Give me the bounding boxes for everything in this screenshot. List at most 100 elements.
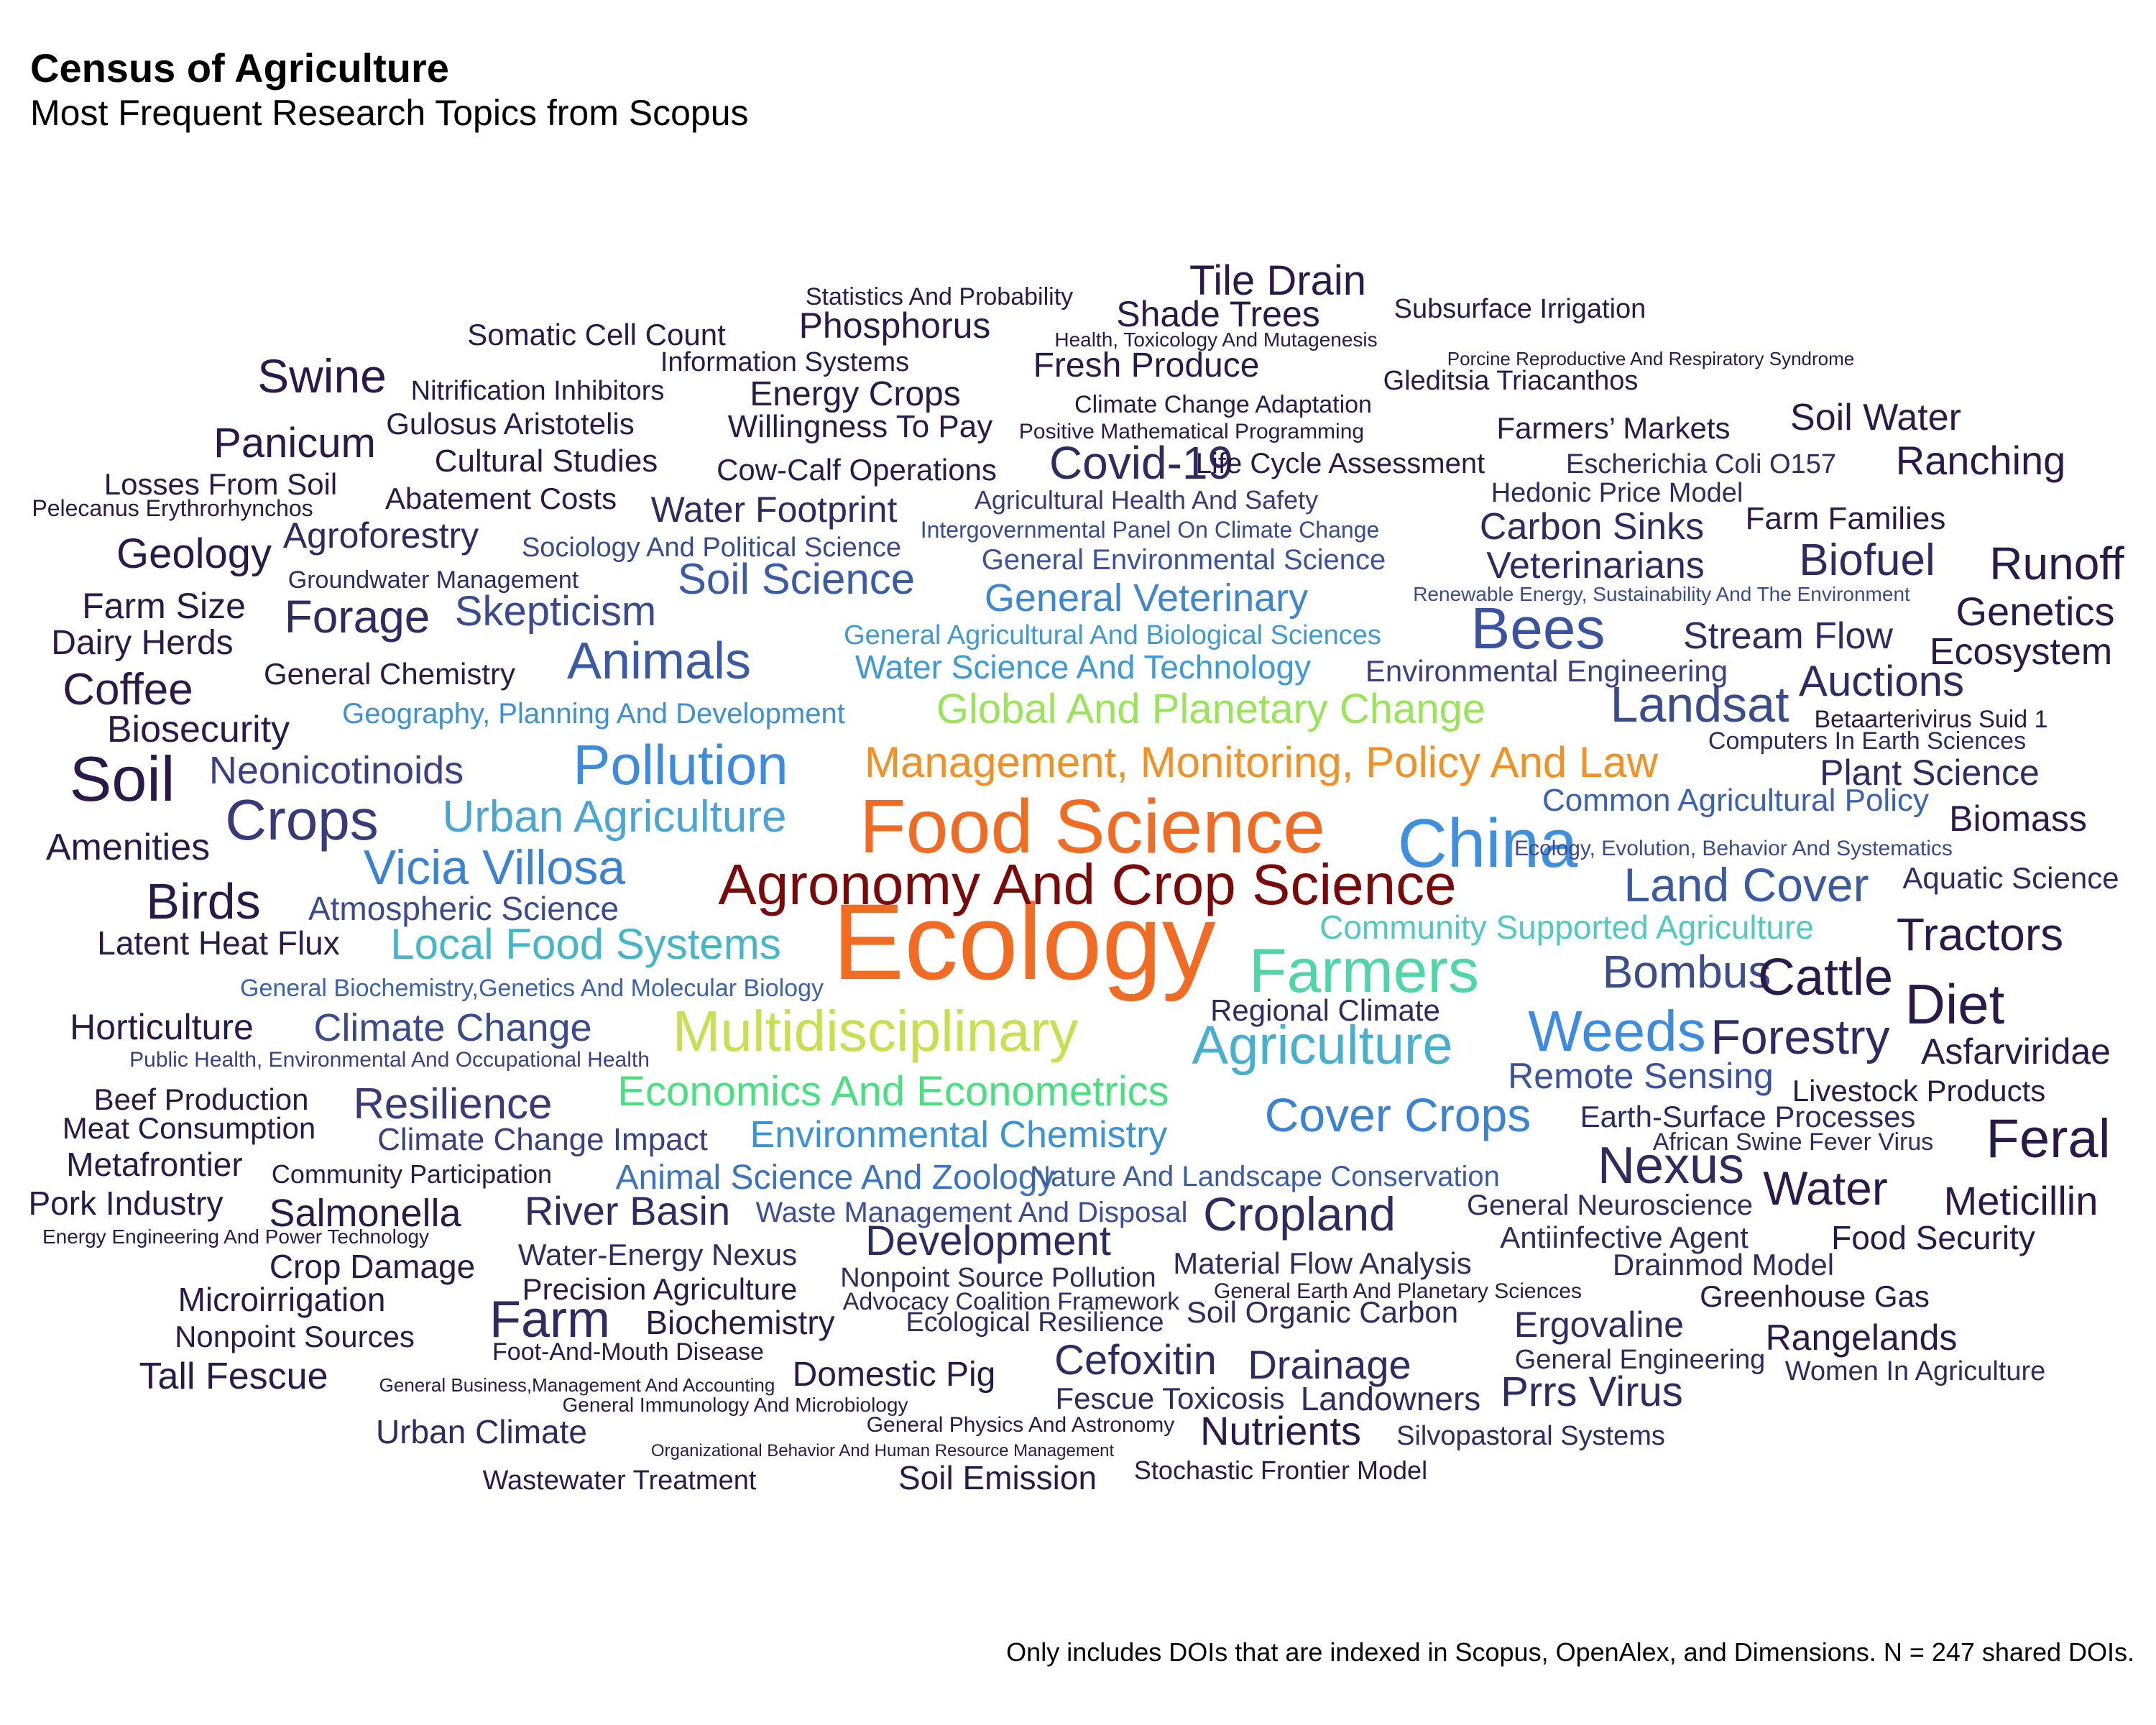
cloud-word: Water-Energy Nexus — [518, 1238, 797, 1271]
cloud-word: Nitrification Inhibitors — [411, 376, 665, 406]
cloud-word: Aquatic Science — [1902, 861, 2119, 895]
cloud-word: Crops — [225, 788, 378, 852]
cloud-word: Birds — [146, 873, 260, 929]
cloud-word: Bees — [1471, 596, 1606, 661]
cloud-word: Material Flow Analysis — [1173, 1246, 1471, 1280]
cloud-word: Plant Science — [1820, 753, 2040, 793]
cloud-word: Foot-And-Mouth Disease — [492, 1338, 764, 1366]
cloud-word: Sociology And Political Science — [522, 533, 901, 563]
cloud-word: Multidisciplinary — [673, 999, 1079, 1063]
cloud-word: Climate Change — [313, 1006, 591, 1049]
cloud-word: Phosphorus — [799, 305, 991, 346]
cloud-word: Information Systems — [660, 347, 909, 377]
cloud-word: Farmers’ Markets — [1496, 411, 1730, 445]
cloud-word: Animals — [567, 632, 751, 690]
cloud-word: Vicia Villosa — [364, 840, 625, 895]
cloud-word: Farm Families — [1746, 501, 1946, 536]
cloud-word: Ecology, Evolution, Behavior And Systema… — [1514, 837, 1953, 860]
cloud-word: Stream Flow — [1683, 615, 1893, 657]
cloud-word: Latent Heat Flux — [97, 924, 340, 962]
cloud-word: Farm Size — [82, 586, 246, 626]
cloud-word: Panicum — [213, 420, 376, 466]
cloud-word: Statistics And Probability — [806, 283, 1073, 310]
cloud-word: Coffee — [63, 665, 193, 714]
cloud-word: Genetics — [1956, 589, 2115, 634]
cloud-word: Fresh Produce — [1033, 346, 1260, 385]
cloud-word: Asfarviridae — [1921, 1031, 2111, 1072]
cloud-word: Agriculture — [1192, 1015, 1452, 1076]
cloud-word: Gleditsia Triacanthos — [1383, 366, 1639, 396]
cloud-word: Groundwater Management — [288, 566, 579, 594]
cloud-word: Fescue Toxicosis — [1055, 1381, 1284, 1415]
cloud-word: Community Participation — [272, 1159, 552, 1189]
cloud-word: Swine — [257, 349, 387, 402]
cloud-word: Farmers — [1249, 937, 1479, 1006]
cloud-word: General Business,Management And Accounti… — [379, 1374, 775, 1396]
cloud-word: Meticillin — [1944, 1178, 2099, 1223]
cloud-word: Land Cover — [1623, 858, 1869, 911]
cloud-word: Economics And Econometrics — [617, 1068, 1169, 1115]
cloud-word: Precision Agriculture — [522, 1272, 798, 1306]
chart-title: Census of Agriculture — [30, 45, 449, 91]
cloud-word: Public Health, Environmental And Occupat… — [129, 1048, 650, 1072]
cloud-word: Water Footprint — [651, 489, 898, 530]
cloud-word: Soil — [70, 743, 175, 814]
cloud-word: Cattle — [1758, 949, 1893, 1006]
cloud-word: Feral — [1986, 1108, 2110, 1169]
cloud-word: Wastewater Treatment — [483, 1466, 757, 1496]
cloud-word: Regional Climate — [1210, 993, 1440, 1027]
cloud-word: Soil Science — [678, 555, 915, 603]
cloud-word: China — [1398, 805, 1578, 882]
cloud-word: Nexus — [1598, 1137, 1744, 1195]
cloud-word: General Immunology And Microbiology — [563, 1394, 908, 1416]
cloud-word: Porcine Reproductive And Respiratory Syn… — [1447, 348, 1855, 369]
cloud-word: Positive Mathematical Programming — [1019, 420, 1364, 443]
cloud-word: Dairy Herds — [51, 624, 233, 662]
cloud-word: Geography, Planning And Development — [342, 698, 845, 730]
cloud-word: Water Science And Technology — [855, 648, 1311, 686]
cloud-word: Agroforestry — [283, 515, 479, 556]
cloud-word: Biofuel — [1799, 535, 1935, 585]
cloud-word: Organizational Behavior And Human Resour… — [651, 1441, 1115, 1460]
cloud-word: Climate Change Impact — [377, 1122, 708, 1157]
cloud-word: Advocacy Coalition Framework — [843, 1288, 1181, 1315]
cloud-word: Hedonic Price Model — [1491, 478, 1743, 508]
cloud-word: Earth-Surface Processes — [1580, 1100, 1916, 1133]
cloud-word: Urban Agriculture — [442, 792, 786, 842]
cloud-word: Pollution — [573, 733, 788, 796]
cloud-word: Tractors — [1897, 908, 2063, 960]
cloud-word: Greenhouse Gas — [1700, 1279, 1930, 1313]
cloud-word: African Swine Fever Virus — [1653, 1128, 1934, 1156]
cloud-word: Gulosus Aristotelis — [386, 407, 634, 441]
cloud-word: Farm — [489, 1291, 610, 1348]
cloud-word: Ecology — [832, 881, 1216, 1002]
cloud-word: Runoff — [1989, 538, 2124, 589]
cloud-word: Community Supported Agriculture — [1319, 908, 1814, 946]
cloud-word: Pork Industry — [29, 1184, 224, 1222]
cloud-word: Drainage — [1248, 1342, 1411, 1387]
cloud-word: Stochastic Frontier Model — [1134, 1455, 1427, 1485]
cloud-word: Cow-Calf Operations — [717, 453, 997, 487]
cloud-word: Domestic Pig — [793, 1356, 996, 1394]
cloud-word: Nature And Landscape Conservation — [1030, 1161, 1500, 1192]
cloud-word: Silvopastoral Systems — [1396, 1421, 1665, 1451]
cloud-word: Animal Science And Zoology — [615, 1159, 1054, 1197]
cloud-word: Geology — [116, 530, 272, 577]
cloud-word: Somatic Cell Count — [467, 318, 726, 351]
cloud-word: Weeds — [1528, 999, 1706, 1063]
cloud-word: Intergovernmental Panel On Climate Chang… — [921, 517, 1380, 543]
cloud-word: Common Agricultural Policy — [1542, 783, 1929, 818]
cloud-word: Cultural Studies — [435, 443, 658, 479]
chart-caption: Only includes DOIs that are indexed in S… — [1006, 1637, 2134, 1667]
cloud-word: Global And Planetary Change — [936, 686, 1485, 732]
cloud-word: Abatement Costs — [385, 482, 617, 515]
cloud-word: Losses From Soil — [104, 467, 337, 501]
cloud-word: Diet — [1905, 972, 2005, 1036]
cloud-word: River Basin — [525, 1188, 730, 1233]
cloud-word: Ecological Resilience — [906, 1307, 1164, 1338]
cloud-word: Salmonella — [269, 1192, 461, 1235]
cloud-word: Water — [1763, 1162, 1888, 1215]
cloud-word: Bombus — [1603, 946, 1772, 998]
cloud-word: Remote Sensing — [1508, 1056, 1774, 1096]
